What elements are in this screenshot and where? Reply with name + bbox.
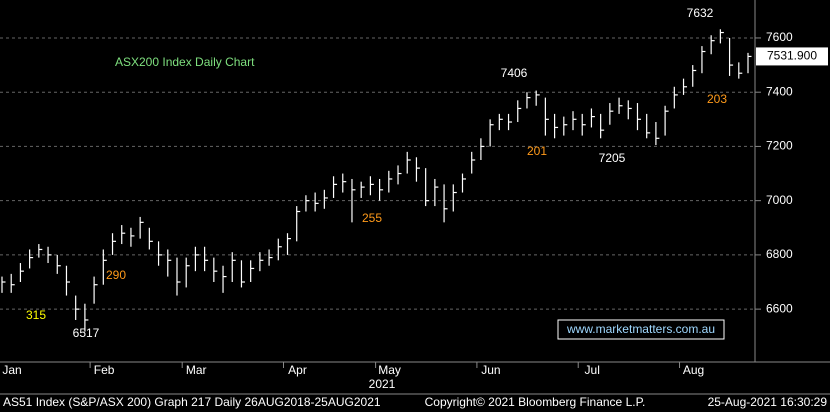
price-badge-label: 7531.900 bbox=[767, 49, 817, 63]
x-tick-label: Jun bbox=[481, 363, 500, 377]
x-tick-label: Mar bbox=[186, 363, 207, 377]
x-axis-title: 2021 bbox=[369, 377, 396, 391]
annotation: 203 bbox=[707, 92, 727, 106]
chart-title: ASX200 Index Daily Chart bbox=[115, 55, 255, 69]
footer-right: 25-Aug-2021 16:30:29 bbox=[708, 395, 828, 409]
y-tick-label: 7600 bbox=[766, 30, 793, 44]
annotation: 7406 bbox=[501, 66, 528, 80]
annotation: 7205 bbox=[599, 151, 626, 165]
x-tick-label: Feb bbox=[94, 363, 115, 377]
watermark-box bbox=[557, 319, 725, 340]
y-tick-label: 6800 bbox=[766, 247, 793, 261]
annotation: 201 bbox=[527, 144, 547, 158]
annotation: 7632 bbox=[687, 6, 714, 20]
annotation: 6517 bbox=[73, 326, 100, 340]
x-tick-label: Apr bbox=[288, 363, 307, 377]
x-tick-label: May bbox=[378, 363, 401, 377]
annotation: 255 bbox=[362, 211, 382, 225]
y-tick-label: 7200 bbox=[766, 139, 793, 153]
x-tick-label: Aug bbox=[683, 363, 704, 377]
watermark: www.marketmatters.com.au bbox=[566, 322, 715, 336]
footer-left: AS51 Index (S&P/ASX 200) Graph 217 Daily… bbox=[3, 395, 381, 409]
y-tick-label: 7400 bbox=[766, 84, 793, 98]
y-tick-label: 7000 bbox=[766, 193, 793, 207]
annotation: 315 bbox=[26, 308, 46, 322]
footer-center: Copyright© 2021 Bloomberg Finance L.P. bbox=[425, 395, 646, 409]
x-tick-label: Jul bbox=[585, 363, 600, 377]
price-badge bbox=[756, 47, 828, 66]
x-tick-label: Jan bbox=[2, 363, 21, 377]
y-tick-label: 6600 bbox=[766, 301, 793, 315]
annotation: 290 bbox=[106, 268, 126, 282]
